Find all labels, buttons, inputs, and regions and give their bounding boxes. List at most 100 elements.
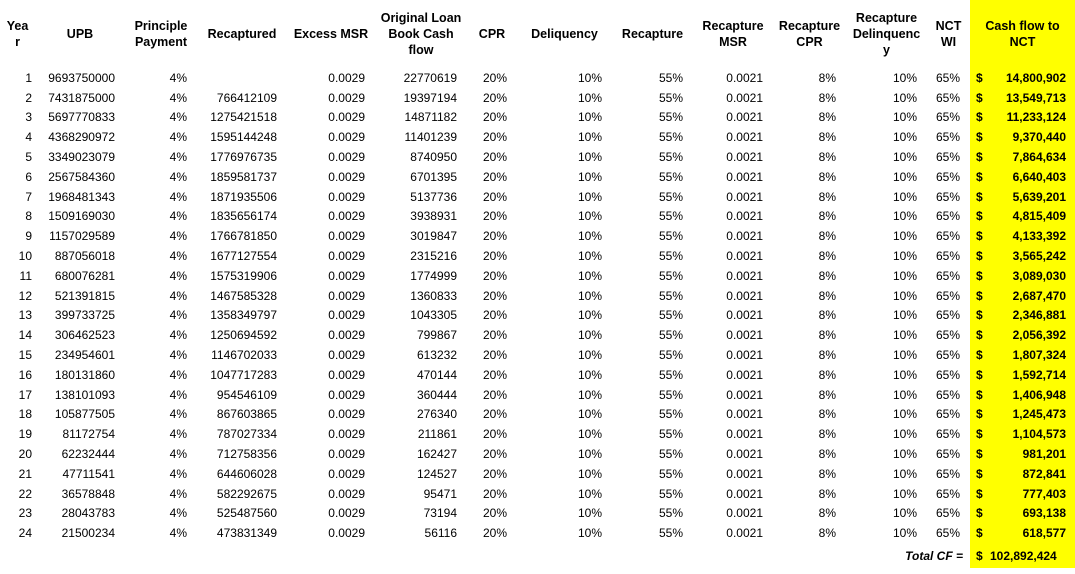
cell-excess_msr[interactable]: 0.0029 — [328, 308, 365, 323]
cell-cash_flow_to_nct[interactable]: $2,687,470 — [970, 285, 1075, 306]
cell-year[interactable]: 20 — [18, 447, 32, 462]
cell-recapture_delinquency[interactable]: 10% — [892, 367, 917, 382]
cell-excess_msr[interactable]: 0.0029 — [328, 169, 365, 184]
cell-recapture_msr[interactable]: 0.0021 — [726, 526, 763, 541]
cell-recapture_cpr[interactable]: 8% — [818, 308, 836, 323]
cell-recapture_msr[interactable]: 0.0021 — [726, 169, 763, 184]
cell-original_loan_book_cash_flow[interactable]: 6701395 — [410, 169, 457, 184]
cell-recaptured[interactable]: 1250694592 — [210, 328, 277, 343]
cell-cpr[interactable]: 20% — [482, 229, 507, 244]
cell-recapture_cpr[interactable]: 8% — [818, 407, 836, 422]
cell-principle_payment[interactable]: 4% — [169, 526, 187, 541]
cell-recapture[interactable]: 55% — [658, 387, 683, 402]
cell-deliquency[interactable]: 10% — [577, 268, 602, 283]
cell-recaptured[interactable]: 712758356 — [216, 447, 277, 462]
cell-recaptured[interactable]: 1595144248 — [210, 130, 277, 145]
cell-nct_wi[interactable]: 65% — [935, 308, 960, 323]
cell-recaptured[interactable]: 1677127554 — [210, 249, 277, 264]
cell-recapture_msr[interactable]: 0.0021 — [726, 110, 763, 125]
cell-recaptured[interactable]: 1146702033 — [211, 348, 277, 363]
cell-recapture_msr[interactable]: 0.0021 — [726, 348, 763, 363]
cell-principle_payment[interactable]: 4% — [169, 110, 187, 125]
cell-recapture_msr[interactable]: 0.0021 — [726, 427, 763, 442]
cell-recapture_msr[interactable]: 0.0021 — [726, 506, 763, 521]
cell-principle_payment[interactable]: 4% — [169, 90, 187, 105]
cell-cpr[interactable]: 20% — [482, 150, 507, 165]
cell-recapture[interactable]: 55% — [658, 249, 683, 264]
cell-recapture_delinquency[interactable]: 10% — [892, 348, 917, 363]
cell-original_loan_book_cash_flow[interactable]: 211861 — [417, 427, 457, 442]
cell-year[interactable]: 5 — [25, 150, 32, 165]
cell-upb[interactable]: 306462523 — [54, 328, 115, 343]
cell-recapture[interactable]: 55% — [658, 70, 683, 85]
cell-deliquency[interactable]: 10% — [577, 526, 602, 541]
cell-cpr[interactable]: 20% — [482, 486, 507, 501]
cell-excess_msr[interactable]: 0.0029 — [328, 209, 365, 224]
cell-cpr[interactable]: 20% — [482, 466, 507, 481]
cell-cpr[interactable]: 20% — [482, 70, 507, 85]
cell-nct_wi[interactable]: 65% — [935, 288, 960, 303]
cell-excess_msr[interactable]: 0.0029 — [328, 486, 365, 501]
cell-recapture_cpr[interactable]: 8% — [818, 268, 836, 283]
cell-deliquency[interactable]: 10% — [577, 229, 602, 244]
cell-upb[interactable]: 21500234 — [61, 526, 115, 541]
cell-recapture[interactable]: 55% — [658, 526, 683, 541]
cell-cpr[interactable]: 20% — [482, 288, 507, 303]
cell-upb[interactable]: 7431875000 — [48, 90, 115, 105]
cell-upb[interactable]: 36578848 — [61, 486, 115, 501]
cell-deliquency[interactable]: 10% — [577, 387, 602, 402]
cell-recaptured[interactable]: 1859581737 — [210, 169, 277, 184]
cell-original_loan_book_cash_flow[interactable]: 276340 — [416, 407, 457, 422]
cell-principle_payment[interactable]: 4% — [169, 70, 187, 85]
cell-year[interactable]: 16 — [18, 367, 32, 382]
cell-original_loan_book_cash_flow[interactable]: 3019847 — [410, 229, 457, 244]
cell-cpr[interactable]: 20% — [482, 328, 507, 343]
cell-recaptured[interactable]: 1835656174 — [210, 209, 277, 224]
cell-recapture_msr[interactable]: 0.0021 — [726, 70, 763, 85]
cell-cpr[interactable]: 20% — [482, 367, 507, 382]
cell-excess_msr[interactable]: 0.0029 — [328, 90, 365, 105]
cell-cpr[interactable]: 20% — [482, 90, 507, 105]
cell-original_loan_book_cash_flow[interactable]: 2315216 — [410, 249, 457, 264]
cell-recapture_cpr[interactable]: 8% — [818, 387, 836, 402]
cell-original_loan_book_cash_flow[interactable]: 613232 — [416, 348, 457, 363]
cell-recapture_cpr[interactable]: 8% — [818, 110, 836, 125]
cell-upb[interactable]: 105877505 — [54, 407, 115, 422]
cell-original_loan_book_cash_flow[interactable]: 19397194 — [403, 90, 457, 105]
cell-upb[interactable]: 1157029589 — [49, 229, 115, 244]
cell-excess_msr[interactable]: 0.0029 — [328, 506, 365, 521]
cell-cpr[interactable]: 20% — [482, 308, 507, 323]
cell-deliquency[interactable]: 10% — [577, 348, 602, 363]
cell-recapture_msr[interactable]: 0.0021 — [726, 328, 763, 343]
cell-deliquency[interactable]: 10% — [577, 110, 602, 125]
cell-nct_wi[interactable]: 65% — [935, 407, 960, 422]
cell-excess_msr[interactable]: 0.0029 — [328, 447, 365, 462]
column-header-excess_msr[interactable]: Excess MSR — [293, 26, 369, 41]
cell-recapture_msr[interactable]: 0.0021 — [726, 209, 763, 224]
cell-recaptured[interactable]: 1467585328 — [210, 288, 277, 303]
cell-excess_msr[interactable]: 0.0029 — [328, 110, 365, 125]
column-header-recapture[interactable]: Recapture — [621, 26, 684, 41]
cell-year[interactable]: 8 — [25, 209, 32, 224]
cell-year[interactable]: 22 — [18, 486, 32, 501]
cell-original_loan_book_cash_flow[interactable]: 1043305 — [410, 308, 457, 323]
cell-deliquency[interactable]: 10% — [577, 407, 602, 422]
cell-principle_payment[interactable]: 4% — [169, 189, 187, 204]
cell-recapture_msr[interactable]: 0.0021 — [726, 150, 763, 165]
cell-nct_wi[interactable]: 65% — [935, 110, 960, 125]
cell-recaptured[interactable]: 1776976735 — [210, 150, 277, 165]
cell-recapture_msr[interactable]: 0.0021 — [726, 407, 763, 422]
cell-recapture_msr[interactable]: 0.0021 — [726, 387, 763, 402]
cell-recapture[interactable]: 55% — [658, 169, 683, 184]
cell-deliquency[interactable]: 10% — [577, 90, 602, 105]
cell-original_loan_book_cash_flow[interactable]: 162427 — [416, 447, 457, 462]
cell-recapture[interactable]: 55% — [658, 308, 683, 323]
cell-recaptured[interactable]: 1575319906 — [210, 268, 277, 283]
cell-original_loan_book_cash_flow[interactable]: 56116 — [424, 526, 457, 541]
cell-original_loan_book_cash_flow[interactable]: 3938931 — [410, 209, 457, 224]
cell-recapture_msr[interactable]: 0.0021 — [726, 447, 763, 462]
cell-principle_payment[interactable]: 4% — [169, 387, 187, 402]
cell-cpr[interactable]: 20% — [482, 407, 507, 422]
cell-upb[interactable]: 5697770833 — [48, 110, 115, 125]
cell-recapture_delinquency[interactable]: 10% — [892, 466, 917, 481]
